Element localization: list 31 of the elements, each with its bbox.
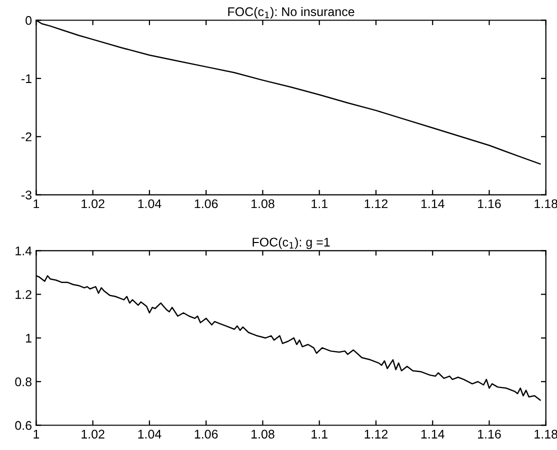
x-tick-label: 1.12 — [364, 199, 388, 208]
x-tick-label: 1.1 — [312, 199, 328, 208]
x-tick-label: 1.16 — [478, 430, 501, 439]
x-tick-label: 1.06 — [194, 199, 218, 208]
x-tick-label: 1.1 — [312, 430, 328, 438]
y-tick-label: 1 — [26, 334, 32, 342]
x-tick-label: 1.08 — [252, 430, 274, 439]
y-tick-label: -1 — [21, 74, 32, 83]
x-tick-label: 1 — [34, 430, 40, 438]
x-tick-label: 1.06 — [194, 430, 218, 439]
y-tick-label: -3 — [21, 190, 32, 200]
chart-title: FOC(c$_{1}$): g =1 — [252, 237, 330, 250]
chart-title: FOC(c$_{1}$): No insurance — [228, 6, 354, 19]
x-tick-label: 1.08 — [252, 199, 274, 208]
x-tick-label: 1.02 — [82, 199, 104, 208]
x-tick-label: 1.14 — [421, 430, 444, 438]
x-tick-label: 1.16 — [478, 199, 501, 208]
x-tick-label: 1.12 — [364, 430, 388, 438]
x-tick-label: 1.04 — [138, 430, 162, 439]
y-tick-label: -2 — [21, 132, 32, 142]
x-tick-label: 1 — [34, 199, 40, 208]
y-tick-label: 0.8 — [15, 377, 32, 386]
y-tick-label: 0 — [26, 16, 32, 25]
y-tick-label: 1.2 — [16, 290, 32, 299]
y-tick-label: 1.4 — [16, 246, 32, 256]
x-tick-label: 1.02 — [82, 430, 104, 439]
x-tick-label: 1.18 — [534, 430, 557, 439]
x-tick-label: 1.14 — [421, 199, 444, 208]
x-tick-label: 1.04 — [138, 199, 162, 208]
x-tick-label: 1.18 — [534, 199, 557, 208]
y-tick-label: 0.6 — [15, 421, 32, 430]
